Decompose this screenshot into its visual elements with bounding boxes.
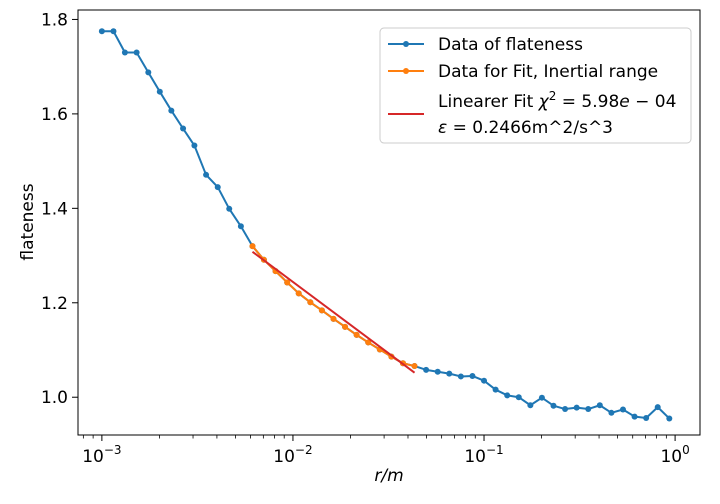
data-point <box>469 372 476 379</box>
x-axis-ticks: 10−3 10−2 10−1 100 <box>82 435 690 467</box>
series-line-2 <box>251 250 416 374</box>
legend-box <box>379 27 692 144</box>
data-point <box>156 88 163 95</box>
y-tick-label: 1.4 <box>41 199 68 219</box>
data-point <box>550 402 557 409</box>
data-point <box>504 392 511 399</box>
data-point <box>631 413 638 420</box>
x-tick-label: 10−2 <box>273 443 312 467</box>
plot-area <box>77 9 701 436</box>
legend-label-fit-data: Data for Fit, Inertial range <box>438 62 658 82</box>
data-point <box>492 386 499 393</box>
legend-label-linear-fit-line2: ε = 0.2466m^2/s^3 <box>438 118 613 138</box>
y-axis-label: flateness <box>18 183 38 260</box>
y-tick-label: 1.6 <box>41 105 68 125</box>
data-point <box>145 69 152 76</box>
data-point <box>133 49 140 56</box>
plot-frame <box>77 9 701 436</box>
data-point <box>643 415 650 421</box>
legend: Data of flateness Data for Fit, Inertial… <box>379 27 692 144</box>
data-point <box>457 373 464 380</box>
x-tick-label: 100 <box>660 443 689 467</box>
data-point <box>619 406 626 413</box>
data-point <box>446 370 453 377</box>
data-point <box>434 368 441 375</box>
data-point <box>562 406 569 413</box>
data-point <box>214 184 221 191</box>
data-point <box>608 409 615 416</box>
y-tick-label: 1.8 <box>41 10 68 30</box>
data-point <box>237 223 244 230</box>
data-point <box>365 339 372 346</box>
data-point <box>121 49 128 56</box>
data-point <box>249 243 256 250</box>
data-point <box>330 315 337 322</box>
series-layer <box>98 28 673 422</box>
data-point <box>98 28 105 35</box>
data-point <box>423 366 430 373</box>
series-line-1 <box>251 245 415 368</box>
legend-marker-fit-data <box>403 68 409 74</box>
legend-marker-flateness <box>403 41 409 47</box>
data-point <box>654 404 661 411</box>
data-point <box>307 299 314 306</box>
y-tick-label: 1.0 <box>41 388 68 408</box>
data-point <box>342 323 349 330</box>
y-axis-ticks: 1.0 1.2 1.4 1.6 1.8 <box>41 10 78 408</box>
data-point <box>226 205 233 212</box>
data-point <box>411 363 418 370</box>
x-tick-label: 10−1 <box>464 443 503 467</box>
x-axis-label: r/m <box>374 466 403 486</box>
data-point <box>353 331 360 338</box>
legend-label-linear-fit-line1: Linearer Fit χ2 = 5.98e − 04 <box>438 89 676 112</box>
data-point <box>168 107 175 114</box>
y-tick-label: 1.2 <box>41 294 68 314</box>
data-point <box>596 402 603 409</box>
data-point <box>295 290 302 297</box>
data-point <box>318 307 325 314</box>
data-point <box>666 415 673 422</box>
data-point <box>180 125 187 132</box>
data-point <box>110 28 117 35</box>
data-point <box>481 377 488 384</box>
data-point <box>203 171 210 178</box>
data-point <box>515 394 522 401</box>
data-point <box>538 394 545 401</box>
data-point <box>284 279 291 286</box>
data-point <box>585 406 592 413</box>
data-point <box>573 404 580 411</box>
legend-label-flateness: Data of flateness <box>438 35 583 55</box>
data-point <box>527 402 534 409</box>
data-point <box>191 142 198 149</box>
x-tick-label: 10−3 <box>82 443 121 467</box>
